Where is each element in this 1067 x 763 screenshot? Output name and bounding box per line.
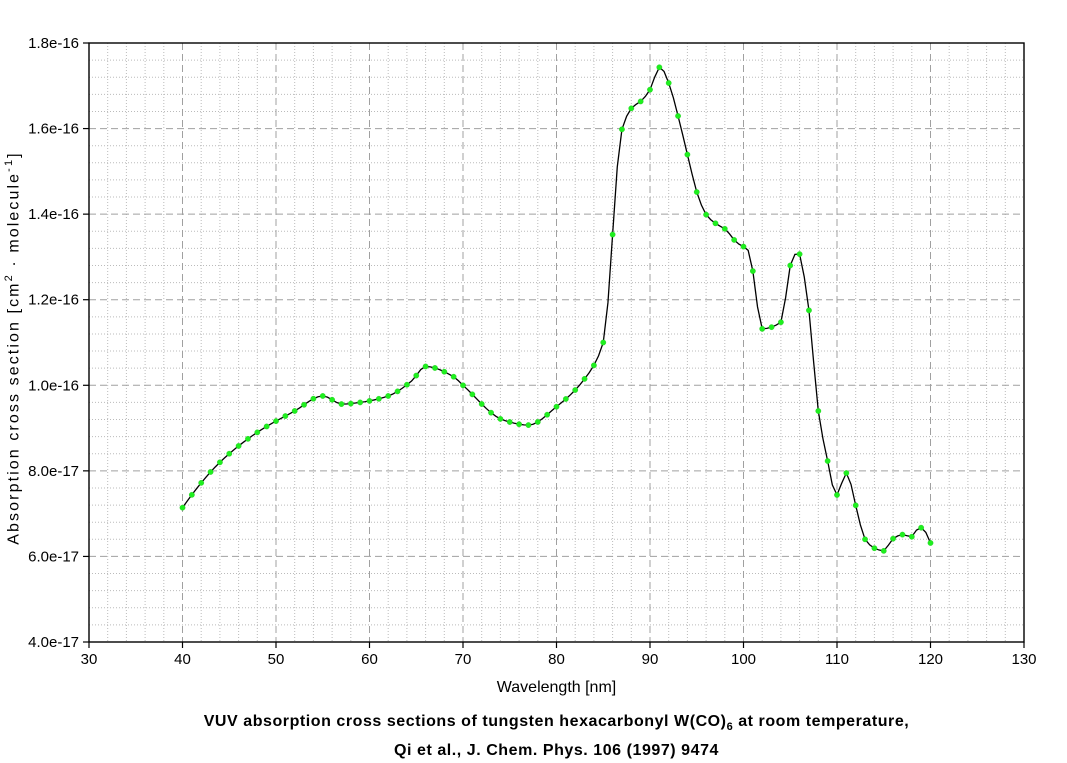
svg-text:80: 80 <box>548 651 565 668</box>
svg-text:50: 50 <box>268 651 285 668</box>
svg-text:1.6e-16: 1.6e-16 <box>28 121 79 138</box>
svg-text:1.2e-16: 1.2e-16 <box>28 292 79 309</box>
svg-text:1.8e-16: 1.8e-16 <box>28 35 79 52</box>
svg-text:1.0e-16: 1.0e-16 <box>28 377 79 394</box>
svg-text:60: 60 <box>361 651 378 668</box>
svg-text:4.0e-17: 4.0e-17 <box>28 634 79 651</box>
svg-text:30: 30 <box>81 651 98 668</box>
svg-text:90: 90 <box>642 651 659 668</box>
svg-text:110: 110 <box>825 651 849 668</box>
svg-text:130: 130 <box>1011 651 1036 668</box>
svg-text:70: 70 <box>455 651 472 668</box>
svg-text:100: 100 <box>731 651 756 668</box>
svg-text:120: 120 <box>918 651 943 668</box>
svg-text:8.0e-17: 8.0e-17 <box>28 463 79 480</box>
svg-text:40: 40 <box>174 651 191 668</box>
svg-text:6.0e-17: 6.0e-17 <box>28 548 79 565</box>
svg-text:1.4e-16: 1.4e-16 <box>28 206 79 223</box>
